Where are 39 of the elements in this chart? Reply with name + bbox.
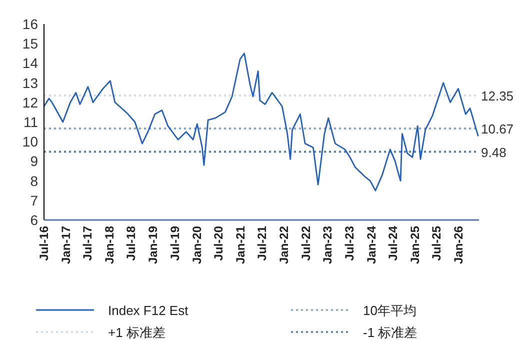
y-tick-label: 6 bbox=[30, 212, 38, 228]
y-tick-label: 14 bbox=[22, 55, 38, 72]
x-tick-label: Jan-26 bbox=[452, 226, 466, 264]
x-tick-label: Jan-18 bbox=[102, 226, 117, 264]
y-tick-label: 15 bbox=[22, 36, 38, 52]
x-tick-label: Jul-23 bbox=[342, 226, 356, 261]
x-tick-label: Jan-25 bbox=[408, 226, 422, 264]
x-tick-label: Jul-18 bbox=[124, 226, 138, 261]
x-tick-label: Jan-20 bbox=[190, 226, 204, 264]
text: 10.67 bbox=[481, 121, 514, 136]
x-tick-label: Jan-23 bbox=[320, 226, 335, 264]
x-tick-label: Jan-24 bbox=[364, 226, 378, 264]
y-tick-label: 8 bbox=[30, 172, 38, 189]
y-tick-label: 7 bbox=[30, 192, 38, 208]
y-tick-label: 11 bbox=[23, 114, 38, 130]
x-tick-label: Jul-24 bbox=[386, 226, 400, 261]
text: 12.35 bbox=[481, 88, 514, 104]
legend-label: 10年平均 bbox=[363, 303, 416, 318]
text: 9.48 bbox=[481, 144, 506, 160]
x-tick-label: Jan-22 bbox=[277, 226, 292, 264]
x-tick-label: Jul-22 bbox=[298, 226, 313, 261]
x-tick-label: Jan-17 bbox=[58, 226, 73, 264]
y-tick-label: 13 bbox=[22, 74, 38, 91]
x-tick-label: Jul-21 bbox=[255, 226, 270, 261]
x-tick-label: Jul-25 bbox=[430, 226, 444, 261]
x-tick-label: Jul-19 bbox=[168, 226, 182, 261]
x-tick-label: Jan-19 bbox=[146, 226, 160, 264]
x-tick-label: Jul-17 bbox=[80, 226, 95, 261]
x-tick-label: Jul-20 bbox=[212, 226, 226, 261]
y-tick-label: 9 bbox=[30, 153, 38, 170]
y-tick-label: 16 bbox=[22, 16, 38, 32]
line-series bbox=[43, 52, 479, 192]
x-tick-label: Jan-21 bbox=[234, 226, 248, 264]
legend-label: -1 标准差 bbox=[363, 325, 418, 340]
y-tick-label: 10 bbox=[22, 134, 38, 150]
legend-label: +1 标准差 bbox=[108, 325, 166, 340]
y-tick-label: 12 bbox=[22, 94, 38, 110]
x-tick-label: Jul-16 bbox=[37, 226, 51, 261]
legend-label: Index F12 Est bbox=[108, 303, 189, 318]
